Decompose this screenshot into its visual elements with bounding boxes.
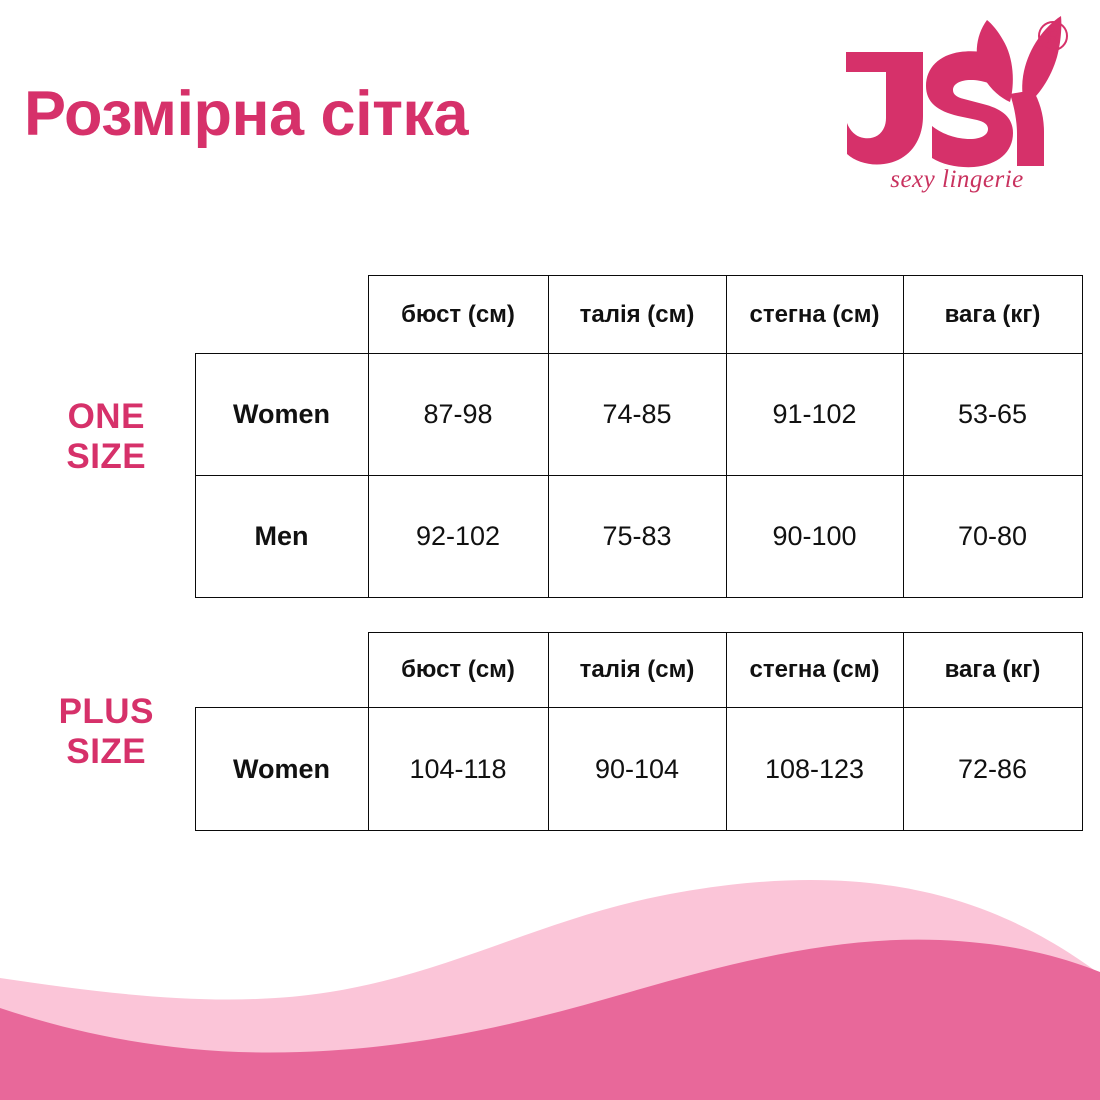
wave-dark-shape — [0, 939, 1100, 1100]
svg-text:R: R — [1047, 27, 1060, 48]
cell-weight: 53-65 — [902, 353, 1083, 476]
row-group-men: Men — [194, 475, 369, 598]
size-group-label-plus-size: PLUS SIZE — [18, 633, 195, 831]
cell-hips: 90-100 — [725, 475, 904, 598]
size-group-label-line1: ONE — [67, 397, 145, 437]
cell-waist: 74-85 — [547, 353, 727, 476]
column-header-hips: стегна (см) — [725, 632, 904, 708]
size-group-label-line2: SIZE — [66, 731, 147, 771]
cell-waist: 75-83 — [547, 475, 727, 598]
plus-size-table: PLUS SIZE бюст (см) талія (см) стегна (с… — [18, 632, 1083, 831]
size-group-label-line1: PLUS — [58, 692, 154, 732]
cell-waist: 90-104 — [547, 707, 727, 831]
column-header-weight: вага (кг) — [902, 275, 1083, 354]
size-group-label-line2: SIZE — [66, 436, 147, 476]
column-header-bust: бюст (см) — [367, 632, 549, 708]
row-group-women: Women — [194, 707, 369, 831]
table-header-row: PLUS SIZE бюст (см) талія (см) стегна (с… — [18, 632, 1083, 771]
wave-decoration — [0, 880, 1100, 1100]
cell-hips: 91-102 — [725, 353, 904, 476]
one-size-table: ONE SIZE бюст (см) талія (см) стегна (см… — [18, 275, 1083, 598]
brand-tagline: sexy lingerie — [890, 166, 1024, 193]
registered-trademark-icon: R — [1038, 21, 1068, 51]
column-header-waist: талія (см) — [547, 275, 727, 354]
table-header-row: ONE SIZE бюст (см) талія (см) стегна (см… — [18, 275, 1083, 476]
column-header-waist: талія (см) — [547, 632, 727, 708]
cell-weight: 70-80 — [902, 475, 1083, 598]
cell-weight: 72-86 — [902, 707, 1083, 831]
size-group-label-one-size: ONE SIZE — [18, 276, 195, 598]
jsy-logo-icon — [846, 16, 1062, 168]
page-title: Розмірна сітка — [24, 79, 469, 149]
cell-bust: 87-98 — [367, 353, 549, 476]
column-header-blank — [195, 275, 369, 354]
column-header-hips: стегна (см) — [725, 275, 904, 354]
table-row: Men 92-102 75-83 90-100 70-80 — [18, 475, 1083, 598]
row-group-women: Women — [194, 353, 369, 476]
cell-bust: 104-118 — [367, 707, 549, 831]
cell-bust: 92-102 — [367, 475, 549, 598]
brand-logo: R sexy lingerie — [838, 14, 1078, 214]
column-header-weight: вага (кг) — [902, 632, 1083, 708]
page-header: Розмірна сітка R sexy lingerie — [0, 0, 1100, 240]
column-header-bust: бюст (см) — [367, 275, 549, 354]
table-row: Women 104-118 90-104 108-123 72-86 — [18, 707, 1083, 831]
column-header-blank — [195, 632, 369, 708]
cell-hips: 108-123 — [725, 707, 904, 831]
